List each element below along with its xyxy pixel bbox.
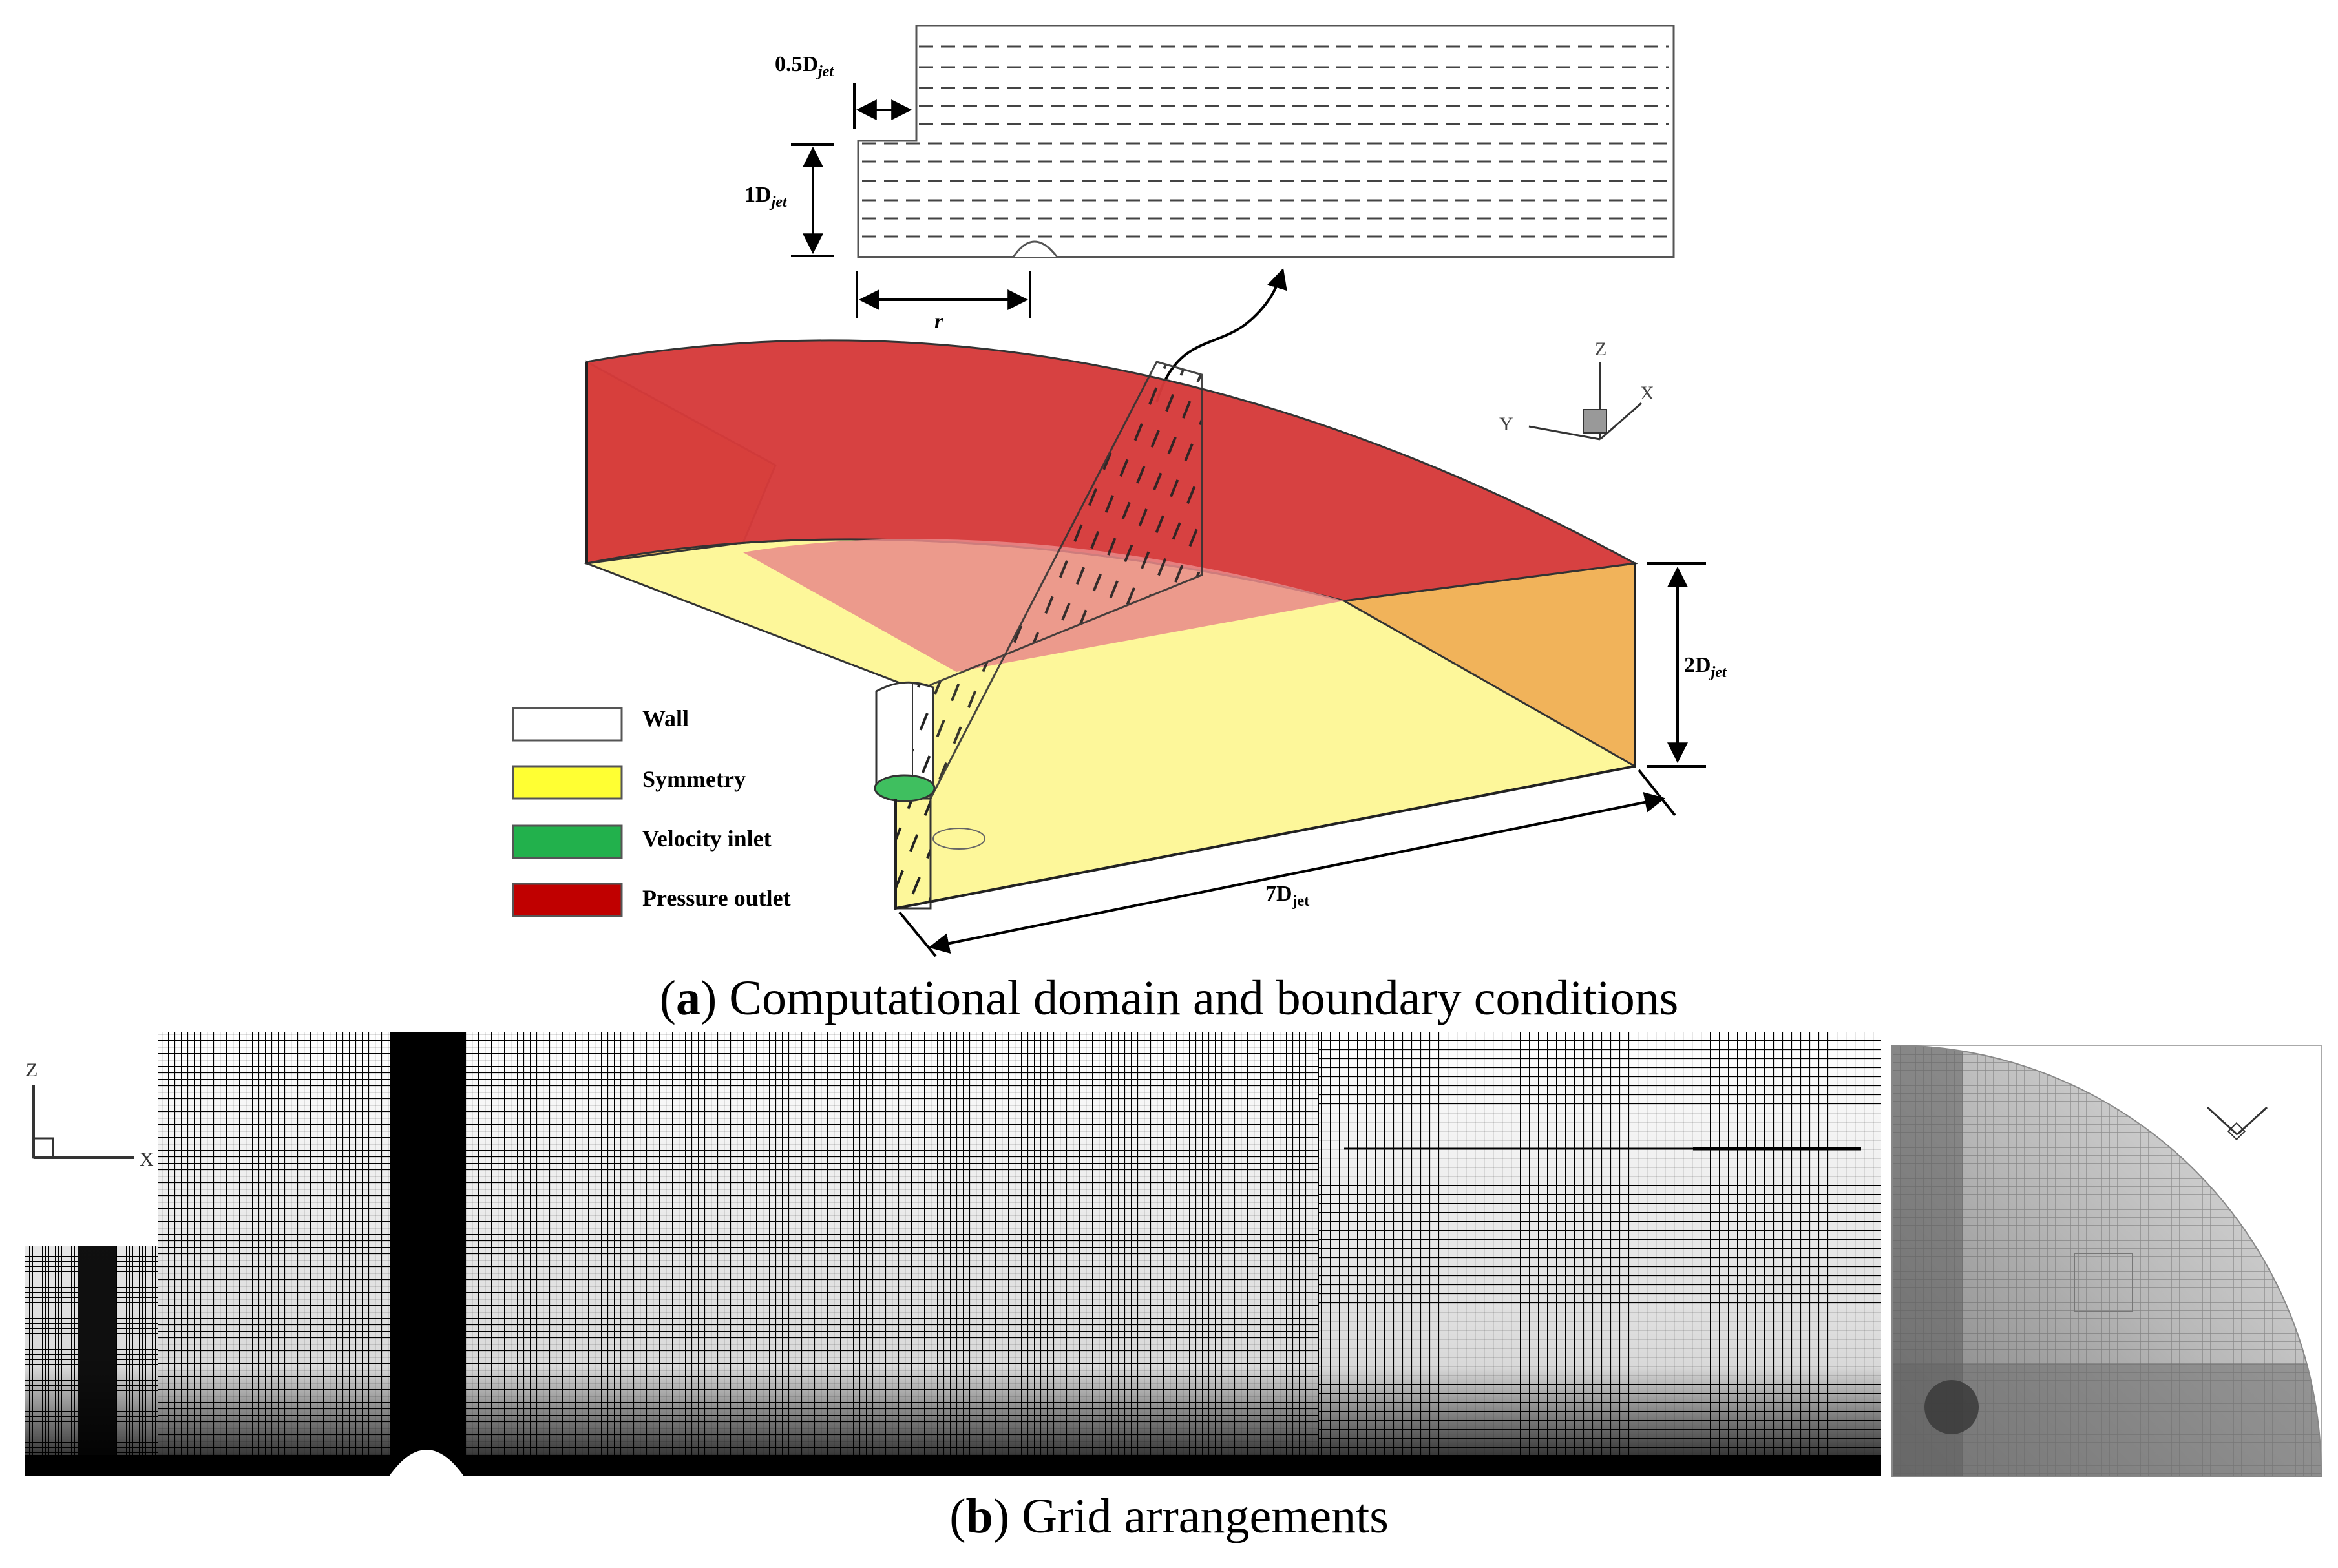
legend-label-pressure-outlet: Pressure outlet — [642, 885, 791, 911]
legend-label-wall: Wall — [642, 706, 689, 731]
label-r: r — [934, 309, 943, 333]
legend-swatch-wall — [512, 707, 623, 742]
axes-triad-b: Z X — [26, 1060, 154, 1170]
mesh-floor-strip — [25, 1455, 1881, 1476]
caption-b: (b) Grid arrangements — [949, 1489, 1389, 1543]
label-one-d: 1Djet — [744, 183, 788, 211]
cut-plane-front — [894, 797, 932, 910]
dim-half-d: 0.5Djet — [775, 52, 912, 129]
axis-z-label-b: Z — [26, 1060, 37, 1081]
mesh-gap — [1881, 1032, 1890, 1485]
inset-outline — [857, 25, 1675, 258]
label-length: 7Djet — [1265, 882, 1309, 910]
caption-a: (a) Computational domain and boundary co… — [660, 971, 1679, 1025]
legend-label-velocity-inlet: Velocity inlet — [642, 826, 772, 852]
axis-y-label-a: Y — [1499, 413, 1513, 435]
grid-arrangement: Z X — [25, 1032, 2322, 1485]
mesh-boundary-layer — [25, 1032, 1881, 1476]
mesh-jet-bump — [388, 1450, 465, 1478]
computational-domain-3d — [583, 339, 1638, 910]
label-half-d: 0.5Djet — [775, 52, 834, 80]
axes-triad-a: Z Y X — [1499, 339, 1654, 441]
axis-x-label-b: X — [140, 1149, 154, 1170]
dim-one-d: 1Djet — [744, 143, 834, 257]
dim-length: 7Djet — [898, 769, 1676, 957]
legend-label-symmetry: Symmetry — [642, 766, 746, 792]
label-height: 2Djet — [1684, 653, 1727, 681]
axes-triad-quarter — [2206, 1106, 2268, 1141]
axis-x-label-a: X — [1640, 382, 1654, 404]
legend-swatch-pressure-outlet — [512, 883, 623, 917]
jet-pipe-hatch — [912, 682, 934, 789]
legend-swatch-velocity-inlet — [512, 824, 623, 859]
inset-dash-lines — [862, 45, 1669, 238]
mesh-quarter-view — [1891, 1045, 2322, 1477]
inset-cross-section — [857, 25, 1675, 258]
dim-r: r — [856, 271, 1031, 333]
legend: Wall Symmetry Velocity inlet Pressure ou… — [512, 706, 791, 917]
dim-height: 2Djet — [1647, 562, 1727, 768]
velocity-inlet — [874, 774, 936, 802]
cut-plane — [929, 361, 1203, 799]
inset-jet-bump — [1012, 240, 1058, 258]
axis-z-label-a: Z — [1595, 339, 1606, 360]
legend-swatch-symmetry — [512, 765, 623, 800]
inset-leader-arrow — [1155, 267, 1287, 402]
